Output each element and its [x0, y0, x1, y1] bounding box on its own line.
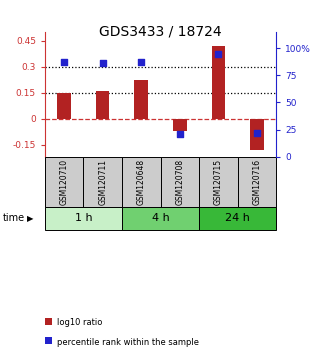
Text: GSM120715: GSM120715 — [214, 159, 223, 205]
Bar — [134, 80, 148, 119]
Bar — [122, 207, 199, 230]
Point — [139, 59, 144, 65]
Text: GSM120716: GSM120716 — [252, 159, 261, 205]
Text: GSM120711: GSM120711 — [98, 159, 107, 205]
Point — [177, 131, 182, 137]
Text: percentile rank within the sample: percentile rank within the sample — [57, 338, 199, 347]
Text: log10 ratio: log10 ratio — [57, 318, 102, 327]
Bar — [250, 119, 264, 150]
Text: 1 h: 1 h — [75, 213, 92, 223]
Bar — [45, 207, 122, 230]
Point — [62, 59, 67, 65]
Bar — [199, 157, 238, 207]
Bar — [173, 119, 187, 131]
Bar — [238, 157, 276, 207]
Bar — [83, 157, 122, 207]
Bar — [199, 207, 276, 230]
Text: GSM120708: GSM120708 — [175, 159, 184, 205]
Text: GDS3433 / 18724: GDS3433 / 18724 — [99, 25, 222, 39]
Bar — [122, 157, 160, 207]
Bar — [57, 92, 71, 119]
Bar — [96, 91, 109, 119]
Text: 4 h: 4 h — [152, 213, 169, 223]
Text: 24 h: 24 h — [225, 213, 250, 223]
Point — [254, 130, 259, 136]
Text: GSM120710: GSM120710 — [60, 159, 69, 205]
Bar — [160, 157, 199, 207]
Text: GSM120648: GSM120648 — [137, 159, 146, 205]
Text: time: time — [3, 213, 25, 223]
Point — [100, 61, 105, 66]
Point — [216, 51, 221, 56]
Bar — [212, 46, 225, 119]
Text: ▶: ▶ — [27, 214, 34, 223]
Bar — [45, 157, 83, 207]
